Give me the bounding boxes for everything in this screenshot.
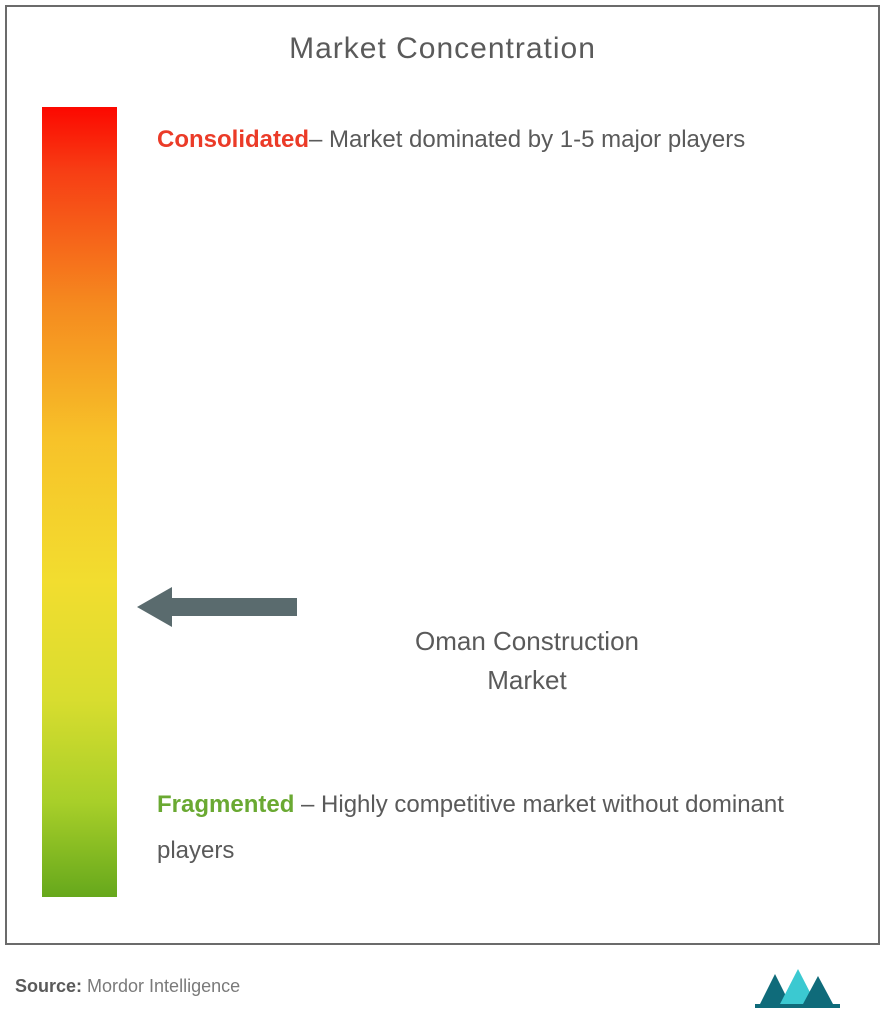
logo-icon (755, 964, 845, 1009)
fragmented-label: Fragmented (157, 791, 294, 818)
fragmented-description: Fragmented – Highly competitive market w… (157, 782, 837, 873)
market-position-arrow (137, 582, 297, 637)
consolidated-text: – Market dominated by 1-5 major players (309, 126, 745, 153)
page-title: Market Concentration (7, 7, 878, 66)
mordor-logo (755, 964, 845, 1009)
source-row: Source: Mordor Intelligence (15, 964, 875, 1009)
market-name-label: Oman Construction Market (377, 622, 677, 700)
consolidated-label: Consolidated (157, 126, 309, 153)
consolidated-description: Consolidated– Market dominated by 1-5 ma… (157, 117, 837, 163)
main-container: Market Concentration Consolidated– Marke… (5, 5, 880, 945)
source-label: Source: (15, 976, 82, 996)
source-value: Mordor Intelligence (82, 976, 240, 996)
source-text: Source: Mordor Intelligence (15, 976, 240, 997)
concentration-gradient-bar (42, 107, 117, 897)
